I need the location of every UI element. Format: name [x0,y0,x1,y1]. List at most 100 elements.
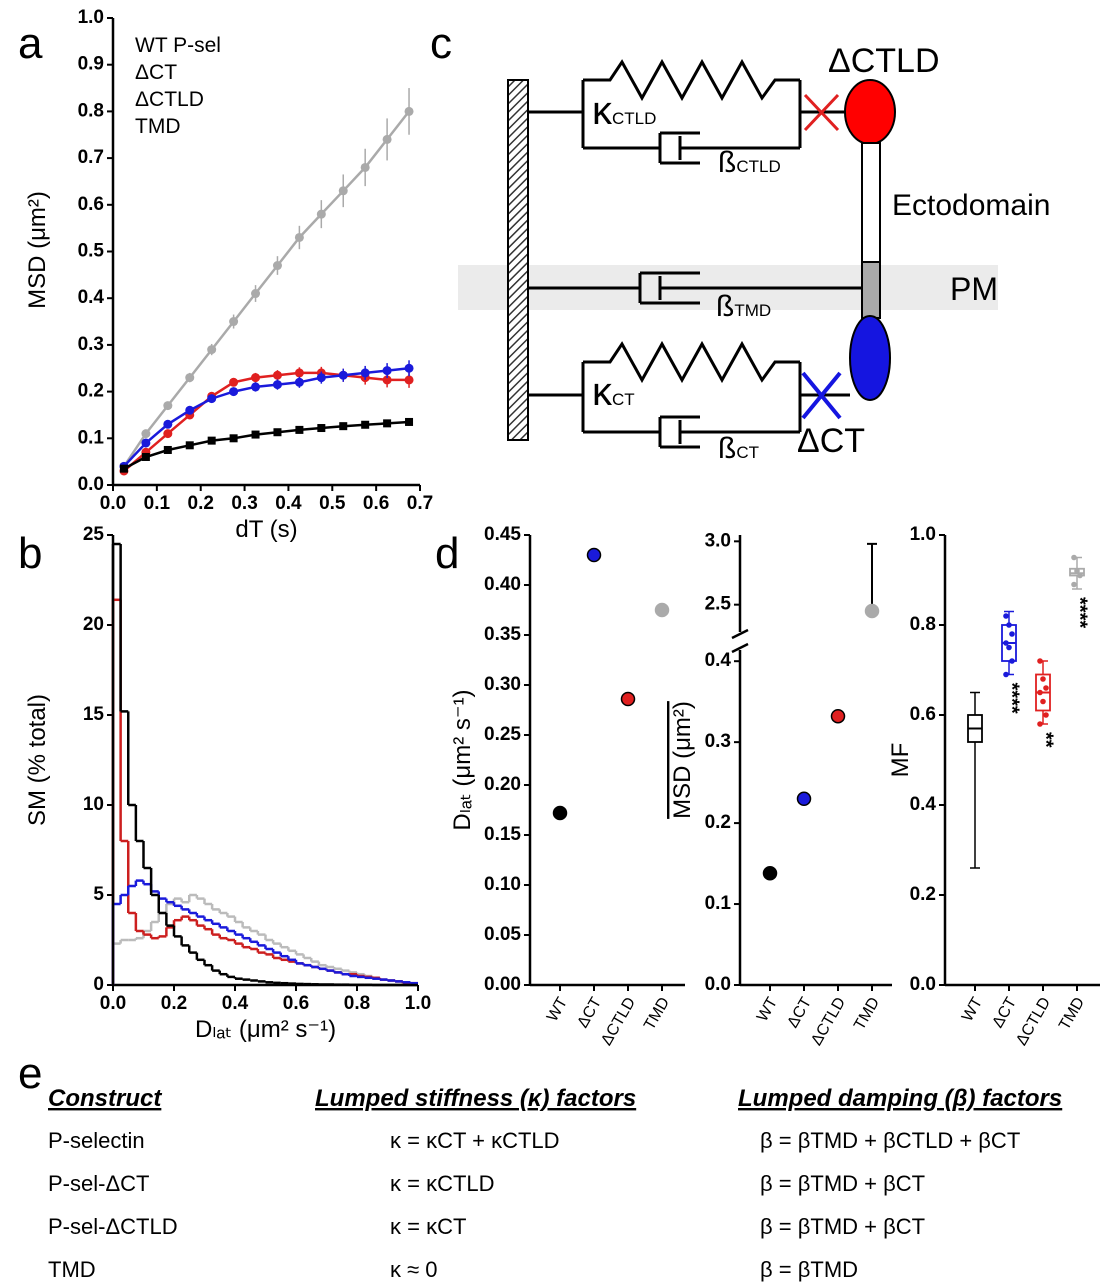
marker [141,452,150,461]
y-tick-label: 0.4 [910,794,937,815]
tmd [861,261,881,319]
legend-entry: WT P-sel [135,34,221,57]
marker [163,401,173,411]
significance: ** [1035,732,1057,748]
x-tick-label: 0.0 [100,993,126,1014]
axis-break [731,628,749,654]
panel-label: b [18,529,42,578]
symbol: κ [592,370,613,414]
table-header: Construct [48,1085,162,1112]
y-tick-label: 0.0 [910,974,936,995]
marker [272,261,282,271]
y-tick-label: 0.0 [78,474,104,495]
series-line [122,110,410,467]
x-tick-label: 0.1 [144,493,171,514]
table-cell: κ = κCT [390,1214,466,1239]
wall [507,79,529,441]
data-point [1043,712,1049,718]
table-header: Lumped damping (β) factors [738,1085,1062,1112]
data-point [1006,622,1012,628]
legend-entry: TMD [135,115,181,138]
symbol: ß [716,290,734,323]
marker [294,232,304,242]
y-axis-label: SM (% total) [24,694,51,826]
table-cell: β = βTMD [760,1257,858,1282]
subscript: CT [612,390,635,409]
data-point [1043,685,1049,691]
marker [207,394,217,404]
y-tick-label: 0.10 [484,874,521,895]
data-point [1037,721,1043,727]
data-point [1040,676,1046,682]
membrane-label: PM [950,271,998,307]
significance: **** [1069,597,1091,628]
marker [864,603,880,619]
marker [382,375,392,385]
x-tick-label: 0.8 [344,993,370,1014]
data-point [1009,631,1015,637]
x-tick-label: 1.0 [405,993,431,1014]
y-tick-label: 0.1 [78,427,105,448]
y-tick-label: 0.15 [484,824,521,845]
x-tick-label: TMD [851,995,883,1034]
marker [163,445,172,454]
y-tick-label: 0.8 [78,100,104,121]
marker [830,708,846,724]
y-tick-label: 10 [83,794,104,815]
marker [654,602,670,618]
marker [382,366,392,376]
y-tick-label: 0.05 [484,924,521,945]
significance: **** [1001,683,1023,714]
marker [339,422,348,431]
marker [796,791,812,807]
table-cell: P-selectin [48,1128,145,1153]
x-tick-label: 0.6 [283,993,309,1014]
table-cell: κ = κCT + κCTLD [390,1128,560,1153]
delete-mark [803,93,840,132]
table: Construct Lumped stiffness (κ) factors L… [48,1085,1062,1112]
marker [338,370,348,380]
x-tick-label: WT [754,994,781,1024]
x-tick-label: 0.3 [231,493,257,514]
marker [229,317,239,327]
marker [251,289,261,299]
delete-mark [801,371,842,420]
marker [338,186,348,196]
x-tick-label: ΔCT [784,994,815,1030]
y-tick-label: 2.5 [705,594,732,615]
subscript: CTLD [736,157,780,176]
y-tick-label: 0.30 [484,674,521,695]
delete-label: ΔCTLD [828,42,940,80]
marker [404,375,414,385]
y-tick-label: 0.6 [910,704,936,725]
table-cell: β = βTMD + βCT [760,1171,925,1196]
y-tick-label: 20 [83,614,104,635]
table-cell: P-sel-ΔCTLD [48,1214,178,1239]
y-tick-label: 0.7 [78,147,104,168]
x-tick-label: TMD [641,995,673,1034]
marker [185,373,195,383]
damping-label: ßCT [718,432,759,465]
marker [404,363,414,373]
x-tick-label: 0.2 [188,493,214,514]
table-cell: κ = κCTLD [390,1171,495,1196]
marker [405,417,414,426]
marker [251,430,260,439]
marker [141,438,151,448]
x-axis-label: Dₗₐₜ (μm² s⁻¹) [195,1016,336,1043]
y-tick-label: 0.35 [484,624,521,645]
y-tick-label: 0.4 [78,287,105,308]
y-tick-label: 25 [83,524,105,545]
mechanical-diagram [458,58,998,449]
table-cell: κ ≈ 0 [390,1257,438,1282]
table-cell: β = βTMD + βCT [760,1214,925,1239]
y-tick-label: 15 [83,704,105,725]
marker [404,106,414,116]
damping-label: ßCTLD [718,146,781,179]
table-cell: β = βTMD + βCTLD + βCT [760,1128,1020,1153]
marker [272,380,282,390]
marker [273,428,282,437]
marker [382,134,392,144]
subscript: CT [736,443,759,462]
